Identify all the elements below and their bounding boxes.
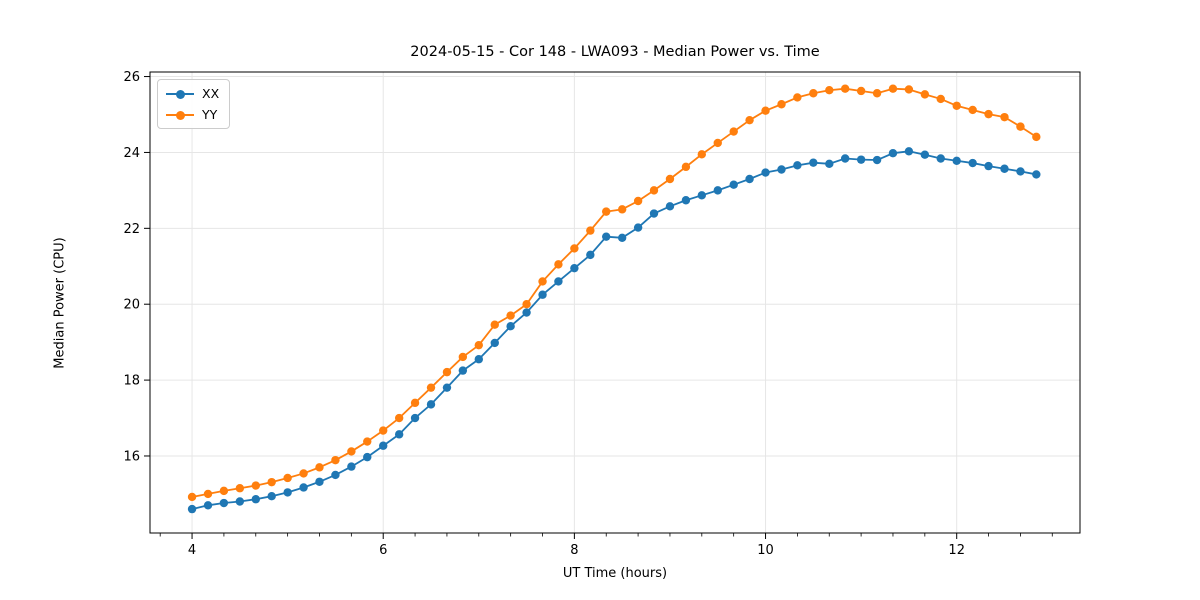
- axis-ticks: 4 6 8 10 12 16 18 20 22 24 26: [123, 70, 1053, 558]
- x-axis-label: UT Time (hours): [562, 566, 668, 581]
- svg-text:6: 6: [379, 543, 387, 558]
- series-YY: [187, 84, 1041, 502]
- svg-text:10: 10: [757, 543, 774, 558]
- gridlines: [150, 72, 1080, 533]
- legend-line-marker-icon: [166, 89, 194, 99]
- legend: XX YY: [157, 79, 231, 129]
- legend-line-marker-icon: [166, 110, 194, 120]
- svg-text:18: 18: [123, 374, 140, 389]
- y-axis-label: Median Power (CPU): [52, 237, 68, 369]
- svg-text:24: 24: [123, 146, 140, 161]
- legend-label: XX: [202, 86, 220, 101]
- svg-text:4: 4: [188, 543, 196, 558]
- svg-text:26: 26: [123, 70, 140, 85]
- svg-text:22: 22: [123, 222, 140, 237]
- svg-text:16: 16: [123, 449, 140, 464]
- legend-item-yy: YY: [166, 106, 219, 123]
- series-XX: [187, 147, 1041, 514]
- svg-text:8: 8: [570, 543, 578, 558]
- svg-text:12: 12: [948, 543, 965, 558]
- svg-text:20: 20: [123, 298, 140, 313]
- chart-title: 2024-05-15 - Cor 148 - LWA093 - Median P…: [410, 44, 820, 60]
- legend-label: YY: [202, 107, 218, 122]
- legend-item-xx: XX: [166, 85, 219, 102]
- plot-spines: [149, 71, 1081, 534]
